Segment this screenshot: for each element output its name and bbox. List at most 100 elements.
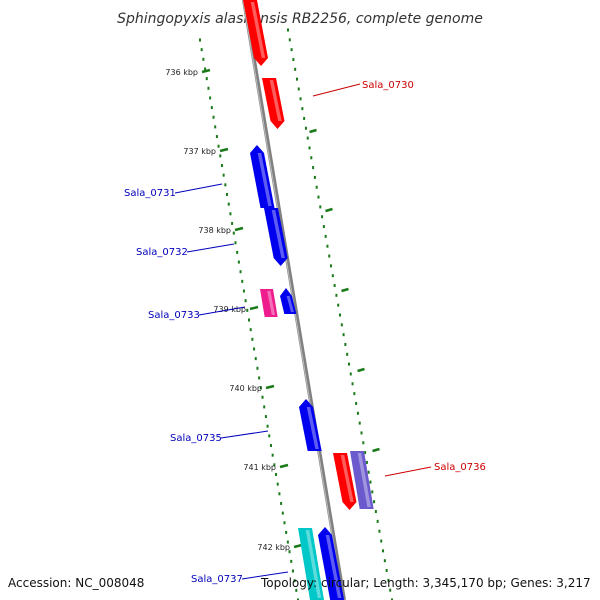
guide-dot (229, 212, 232, 216)
guide-dot (364, 451, 367, 455)
guide-dot (315, 185, 318, 189)
guide-dot (224, 183, 227, 187)
tick-mark (279, 463, 289, 469)
gene-label[interactable]: Sala_0732 (136, 247, 188, 258)
guide-dot (330, 264, 333, 268)
guide-dot (303, 116, 306, 120)
guide-dot (287, 28, 289, 32)
guide-dot (313, 175, 316, 179)
guide-dot (210, 106, 213, 110)
guide-dot (385, 569, 388, 573)
guide-dot (319, 205, 322, 209)
map-title: Sphingopyxis alaskensis RB2256, complete… (117, 11, 483, 27)
label-leader-line (174, 183, 223, 194)
guide-dot (367, 470, 370, 474)
guide-dot (220, 164, 223, 168)
guide-dot (246, 308, 249, 312)
guide-dot (278, 492, 281, 496)
guide-dot (340, 323, 343, 327)
gene-label[interactable]: Sala_0736 (434, 462, 486, 473)
minor-tick-mark (325, 207, 333, 213)
gene-label[interactable]: Sala_0737 (191, 574, 243, 585)
tick-mark (265, 384, 275, 390)
gene-label[interactable]: Sala_0733 (148, 310, 200, 321)
label-leader-line (384, 466, 432, 477)
guide-dot (288, 550, 291, 554)
genome-backbone (242, 0, 346, 600)
gene-arrow-highlight (257, 153, 272, 206)
guide-dot (353, 392, 356, 396)
tick-mark (293, 543, 303, 549)
guide-dot (227, 202, 230, 206)
gene-arrow-highlight (286, 296, 294, 312)
gene-arrow-highlight (357, 453, 371, 507)
guide-dot (339, 313, 341, 317)
guide-dot (222, 173, 225, 177)
guide-dot (291, 569, 294, 573)
gene-label[interactable]: Sala_0735 (170, 433, 222, 444)
guide-dot (273, 463, 276, 467)
guide-dot (217, 144, 220, 148)
guide-dot (321, 215, 324, 219)
guide-dot (244, 299, 247, 303)
guide-dot (312, 166, 315, 170)
guide-dot (358, 421, 361, 425)
gene-arrow[interactable] (299, 399, 322, 451)
gene-arrow-highlight (305, 530, 322, 598)
guide-dot (299, 97, 302, 101)
tick-label: 740 kbp (229, 384, 262, 393)
guide-dot (306, 136, 309, 140)
tick-label: 736 kbp (165, 68, 198, 77)
gene-label[interactable]: Sala_0731 (124, 188, 176, 199)
guide-dot (373, 500, 376, 504)
guide-dot (349, 372, 352, 376)
tick-label: 742 kbp (257, 543, 290, 552)
gene-label[interactable]: Sala_0730 (362, 80, 414, 91)
guide-dot (249, 328, 252, 332)
guide-dot (378, 529, 381, 533)
guide-dot (209, 96, 212, 100)
guide-dot (362, 441, 365, 445)
guide-dot (297, 598, 299, 600)
guide-dot (335, 293, 338, 297)
guide-dot (202, 57, 205, 61)
guide-dot (389, 588, 392, 592)
guide-dot (205, 77, 208, 81)
guide-dot (259, 386, 262, 390)
guide-dot (365, 460, 368, 464)
tick-mark (249, 305, 259, 311)
guide-dot (295, 77, 298, 81)
guide-dot (283, 521, 286, 525)
guide-dot (263, 405, 266, 409)
guide-dot (292, 57, 295, 61)
guide-dot (261, 395, 264, 399)
label-leader-line (186, 243, 235, 253)
guide-dot (204, 67, 207, 71)
guide-dot (391, 598, 393, 600)
guide-dot (387, 578, 390, 582)
guide-dot (301, 107, 304, 111)
label-leader-line (312, 83, 361, 97)
guide-dot (342, 333, 345, 337)
guide-dot (295, 588, 298, 592)
guide-dot (347, 362, 350, 366)
guide-dot (237, 260, 240, 264)
gene-arrow-highlight (269, 80, 282, 121)
guide-dot (376, 519, 379, 523)
tick-mark (234, 226, 244, 232)
guide-dot (234, 241, 237, 245)
guide-dot (383, 559, 386, 563)
guide-dot (199, 38, 201, 42)
guide-dot (256, 366, 259, 370)
guide-dot (275, 472, 278, 476)
guide-dot (214, 125, 217, 129)
tick-guide-dots (199, 28, 393, 600)
minor-tick-mark (341, 287, 349, 293)
genome-backbone-highlight (242, 0, 344, 600)
guide-dot (322, 225, 325, 229)
minor-tick-mark (309, 128, 317, 134)
guide-dot (251, 337, 254, 341)
guide-dot (369, 480, 372, 484)
guide-dot (207, 86, 210, 90)
guide-dot (215, 135, 218, 139)
